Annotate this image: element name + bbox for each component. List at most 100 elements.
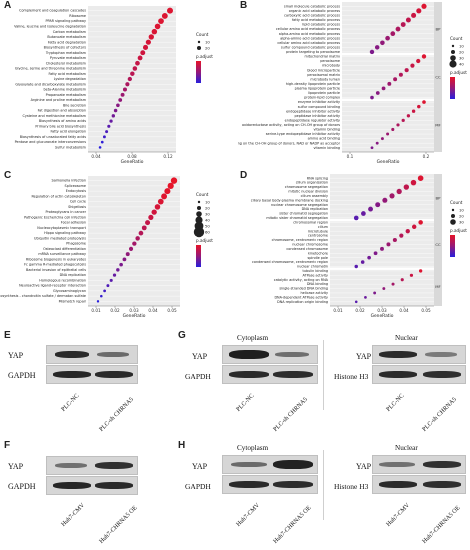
term-label: lipid catabolic process: [302, 23, 340, 27]
term-label: Fatty acid elongation: [50, 130, 86, 134]
data-point: [360, 260, 365, 264]
data-point: [389, 193, 395, 199]
term-label: nuclear chromatin: [297, 265, 328, 269]
go-dotplot-b: BP CC MF small molecule catabolic processor…: [238, 2, 467, 165]
facet-label: BP: [436, 196, 442, 201]
term-label: peptidase inhibitor activity: [295, 114, 340, 118]
data-point: [400, 22, 406, 27]
blot-band: [423, 371, 461, 378]
term-label: Complement and coagulation cascades: [19, 9, 86, 13]
go-dotplot-a: Complement and coagulation cascadesRibos…: [14, 6, 213, 165]
term-label: kinetochore: [308, 251, 328, 255]
data-point: [380, 137, 384, 141]
term-label: chromosome segregation: [285, 185, 328, 189]
data-point: [392, 237, 397, 243]
lane-label: PLC-NC: [385, 392, 406, 413]
data-point: [421, 54, 427, 59]
term-label: Spliceosome: [65, 184, 86, 188]
legend-size-label: 10: [205, 199, 210, 204]
panel-label-c: C: [4, 170, 12, 181]
x-axis-title: GeneRatio: [123, 313, 146, 319]
blot-row-label-gapdh: GAPDH: [8, 371, 36, 380]
facet-separator: [329, 218, 443, 222]
legend-size-label: 50: [205, 223, 210, 228]
blot-row-label-yap: YAP: [8, 462, 24, 471]
lane-label: PLC-NC: [235, 392, 256, 413]
term-label: blood microparticle: [307, 68, 340, 72]
term-label: RNA splicing: [307, 176, 328, 180]
data-point: [118, 98, 123, 102]
facet-strip: [434, 174, 442, 306]
term-label: Biosynthesis of amino acids: [39, 119, 86, 123]
data-point: [406, 114, 411, 118]
term-label: sulfur compound catabolic process: [281, 45, 340, 49]
term-label: Ubiquitin mediated proteolysis: [34, 236, 86, 240]
facet-separator: [341, 98, 443, 102]
term-label: Regulation of actin cytoskeleton: [31, 194, 86, 198]
data-point: [382, 197, 388, 203]
data-point: [141, 225, 147, 231]
data-point: [100, 140, 104, 144]
term-label: Carbon metabolism: [53, 30, 87, 34]
term-label: plasma lipoprotein particle: [295, 87, 340, 91]
term-label: carboxylic acid catabolic process: [284, 14, 340, 18]
term-label: ciliary basal body-plasma membrane docki…: [251, 198, 328, 202]
blot-band: [97, 352, 129, 357]
legend-size-key: [197, 46, 201, 50]
legend-size-key: [451, 208, 455, 212]
legend-size-key: [197, 200, 201, 204]
lane-label: PLC-NC: [60, 392, 81, 413]
data-point: [151, 209, 157, 215]
section-title-cytoplasm: Cytoplasm: [237, 444, 269, 452]
legend-size-label: 40: [205, 217, 210, 222]
data-point: [119, 262, 123, 267]
blot-row-label-histone: Histone H3: [334, 372, 369, 381]
data-point: [418, 269, 423, 273]
x-tick-label: 0.08: [127, 154, 137, 159]
term-label: Ribosome biogenesis in eukaryotes: [26, 257, 86, 261]
term-label: Arginine and proline metabolism: [31, 98, 87, 102]
x-tick-label: 0.04: [399, 308, 409, 313]
lane-label: PLC-sh CHRNA5: [272, 396, 309, 433]
data-point: [375, 202, 381, 208]
blot-row-label-gapdh: GAPDH: [8, 482, 36, 491]
x-tick-label: 0.03: [377, 308, 387, 313]
data-point: [354, 300, 358, 304]
legend-size-key: [451, 214, 455, 218]
term-label: endopeptidase inhibitor activity: [286, 109, 340, 113]
data-point: [116, 103, 120, 108]
legend-size-label: 40: [459, 61, 464, 66]
legend-size-key: [451, 44, 455, 48]
data-point: [387, 81, 392, 86]
blot-band: [231, 462, 267, 467]
term-label: cilium assembly: [301, 194, 328, 198]
data-point: [374, 45, 380, 50]
data-point: [416, 8, 422, 14]
term-label: oxidoreductase activity, acting on the C…: [238, 141, 341, 145]
data-point: [411, 109, 416, 113]
term-label: Bacterial invasion of epithelial cells: [26, 268, 86, 272]
legend-p-title: p.adjust: [450, 70, 467, 75]
blot-row-label-histone: Histone H3: [334, 482, 369, 491]
facet-separator: [329, 267, 443, 270]
panel-label-b: B: [240, 0, 248, 11]
data-point: [409, 273, 414, 277]
data-point: [417, 175, 424, 182]
data-point: [112, 273, 117, 277]
data-point: [167, 182, 174, 189]
term-label: condensed chromosome: [286, 247, 328, 251]
term-label: DNA binding: [307, 282, 328, 286]
term-label: cellular amino acid metabolic process: [276, 27, 340, 31]
term-label: cellular amino acid catabolic process: [277, 41, 340, 45]
term-label: endopeptidase regulator activity: [285, 118, 340, 122]
term-label: Proteoglycans in cancer: [45, 210, 86, 214]
section-divider: [323, 340, 324, 410]
data-point: [107, 124, 111, 128]
data-point: [167, 7, 173, 14]
data-point: [422, 100, 426, 104]
term-label: vitamin binding: [314, 146, 340, 150]
blot-band: [95, 462, 133, 469]
blot-band: [53, 371, 91, 378]
term-label: Fc gamma R-mediated phagocytosis: [24, 263, 86, 267]
